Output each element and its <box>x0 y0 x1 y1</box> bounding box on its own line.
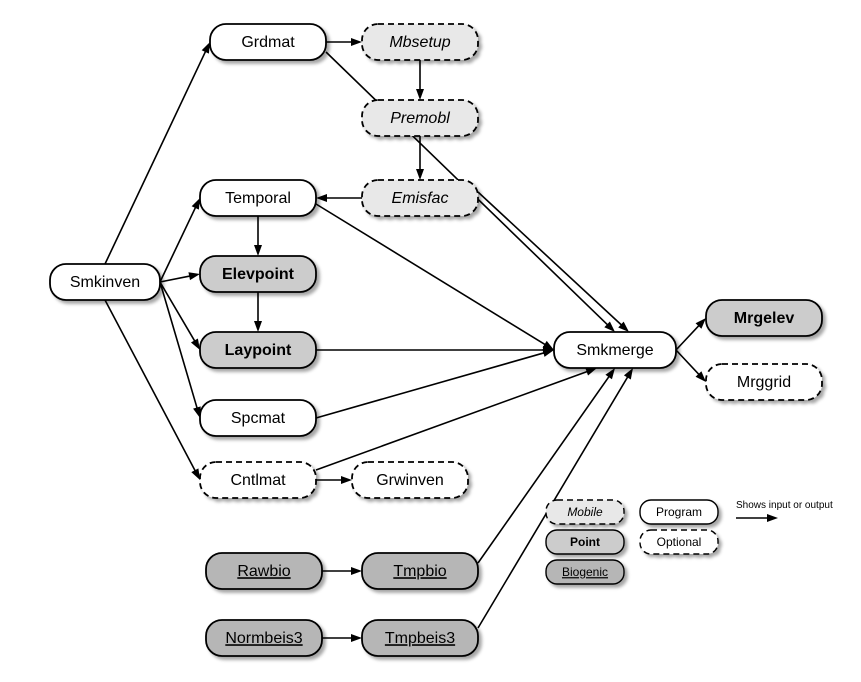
node-label: Temporal <box>225 190 291 207</box>
node-label: Mbsetup <box>389 34 450 51</box>
edge-premobl-emisfac <box>416 136 424 180</box>
edge-smkinven-elevpoint <box>160 272 200 282</box>
node-label: Smkmerge <box>576 342 653 359</box>
edge-normbeis3-tmpbeis3 <box>322 634 362 642</box>
legend-label: Mobile <box>567 505 603 519</box>
nodes-layer: Smkinven Grdmat Mbsetup Premobl Emisfac Tempo… <box>50 24 822 656</box>
edge-tmpbeis3-smkmerge <box>478 368 633 628</box>
node-temporal: Temporal <box>200 180 316 216</box>
node-emisfac: Emisfac <box>362 180 478 216</box>
node-label: Premobl <box>390 110 450 127</box>
node-label: Smkinven <box>70 274 140 291</box>
legend-label: Point <box>570 535 600 549</box>
edge-smkmerge-mrggrid <box>676 350 706 382</box>
node-label: Elevpoint <box>222 266 295 283</box>
node-label: Mrgelev <box>734 310 795 327</box>
edge-grdmat-mbsetup <box>326 38 362 46</box>
edge-smkmerge-mrgelev <box>676 318 706 350</box>
legend-label: Biogenic <box>562 565 608 579</box>
node-label: Spcmat <box>231 410 286 427</box>
node-label: Mrggrid <box>737 374 791 391</box>
edge-temporal-smkmerge <box>316 204 554 350</box>
node-tmpbeis3: Tmpbeis3 <box>362 620 478 656</box>
node-label: Cntlmat <box>230 472 286 489</box>
node-elevpoint: Elevpoint <box>200 256 316 292</box>
node-label: Normbeis3 <box>225 630 302 647</box>
edge-cntlmat-grwinven <box>316 476 352 484</box>
node-premobl: Premobl <box>362 100 478 136</box>
node-spcmat: Spcmat <box>200 400 316 436</box>
node-smkinven: Smkinven <box>50 264 160 300</box>
node-laypoint: Laypoint <box>200 332 316 368</box>
node-smkmerge: Smkmerge <box>554 332 676 368</box>
edge-smkinven-temporal <box>160 198 200 282</box>
edge-temporal-elevpoint <box>254 216 262 256</box>
node-grdmat: Grdmat <box>210 24 326 60</box>
node-label: Tmpbeis3 <box>385 630 455 647</box>
edge-laypoint-smkmerge <box>316 346 554 354</box>
node-tmpbio: Tmpbio <box>362 553 478 589</box>
node-label: Grwinven <box>376 472 444 489</box>
edge-emisfac-temporal <box>316 194 362 202</box>
edge-emisfac-smkmerge <box>478 192 629 332</box>
edge-spcmat-smkmerge <box>316 349 554 418</box>
legend-arrow-label: Shows input or output <box>736 500 833 511</box>
flow-diagram: Smkinven Grdmat Mbsetup Premobl Emisfac Tempo… <box>0 0 861 682</box>
node-rawbio: Rawbio <box>206 553 322 589</box>
legend-label: Program <box>656 505 702 519</box>
edge-rawbio-tmpbio <box>322 567 362 575</box>
node-normbeis3: Normbeis3 <box>206 620 322 656</box>
edge-elevpoint-laypoint <box>254 292 262 332</box>
legend-label: Optional <box>657 535 702 549</box>
edge-smkinven-spcmat <box>160 282 201 418</box>
node-label: Grdmat <box>241 34 295 51</box>
node-mbsetup: Mbsetup <box>362 24 478 60</box>
diagram-svg: Smkinven Grdmat Mbsetup Premobl Emisfac Tempo… <box>0 0 861 682</box>
node-grwinven: Grwinven <box>352 462 468 498</box>
node-label: Tmpbio <box>393 563 446 580</box>
node-mrggrid: Mrggrid <box>706 364 822 400</box>
legend-arrow-icon <box>736 514 778 522</box>
legend: Mobile Point Biogenic Program Optional Shows … <box>546 500 833 584</box>
edge-mbsetup-premobl <box>416 60 424 100</box>
node-label: Laypoint <box>225 342 292 359</box>
edge-smkinven-laypoint <box>160 282 200 350</box>
node-mrgelev: Mrgelev <box>706 300 822 336</box>
node-label: Emisfac <box>392 190 449 207</box>
node-label: Rawbio <box>237 563 290 580</box>
edge-smkinven-grdmat <box>105 42 210 264</box>
node-cntlmat: Cntlmat <box>200 462 316 498</box>
